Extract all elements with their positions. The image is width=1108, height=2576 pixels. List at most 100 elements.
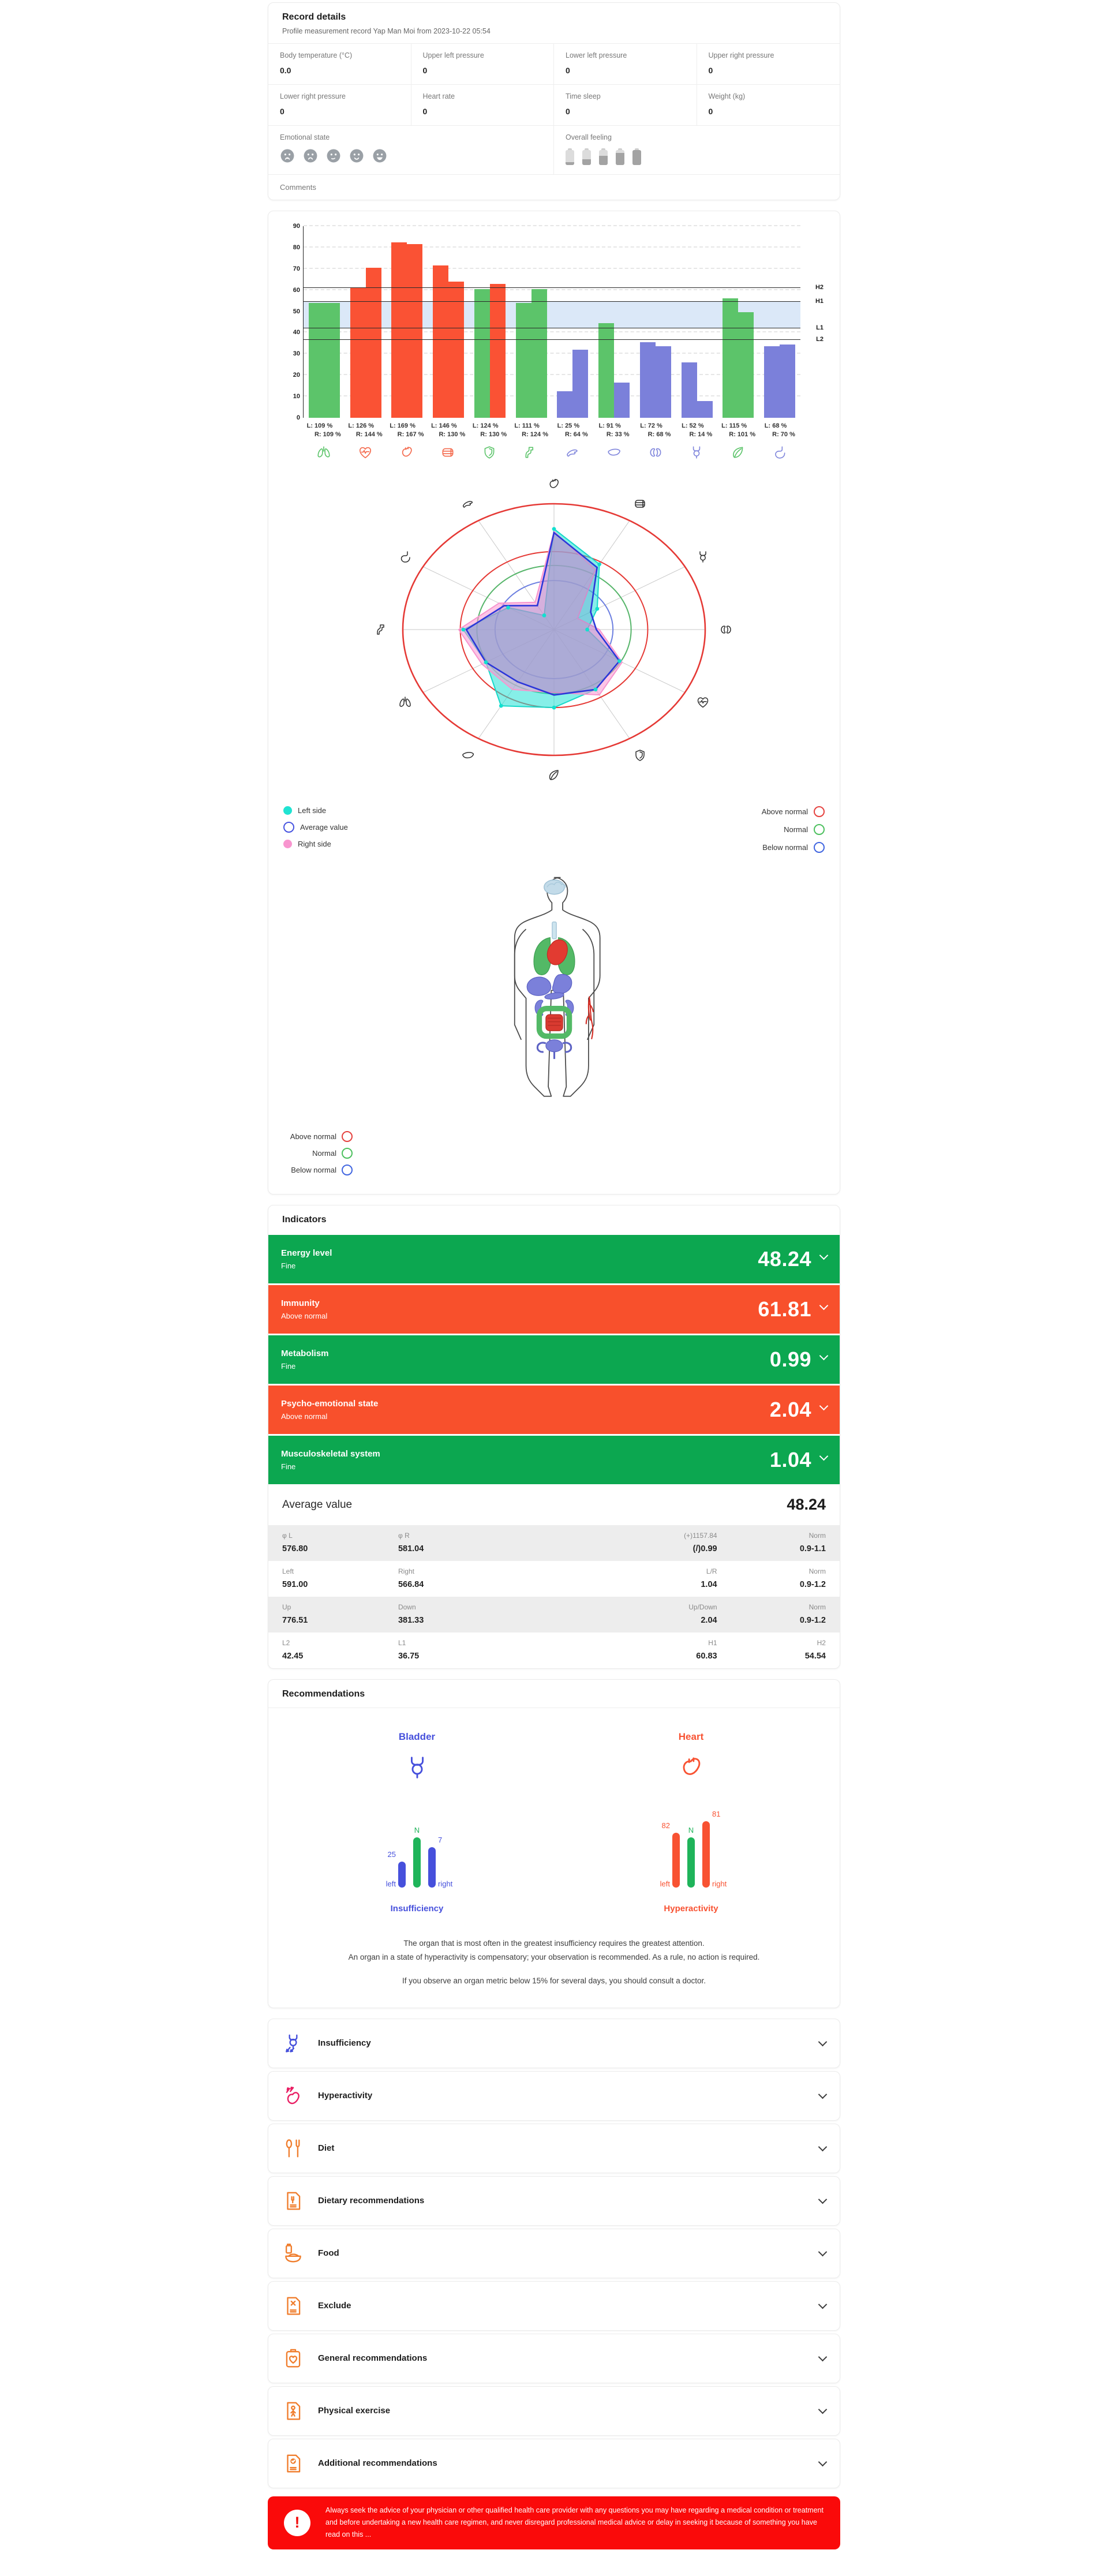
chevron-down-icon[interactable]: [818, 2458, 828, 2467]
accordion-insufficiency[interactable]: Insufficiency: [268, 2018, 840, 2068]
indicators-title: Indicators: [282, 1215, 327, 1225]
gridline: [304, 353, 800, 354]
chevron-down-icon[interactable]: [818, 2143, 828, 2152]
organ-icon-wrap: [404, 1754, 431, 1784]
right-label: right: [712, 1879, 727, 1888]
right-bar: [448, 281, 465, 418]
bar-group-label: L: 146 % R: 130 %: [427, 422, 469, 460]
accordion-general-recommendations[interactable]: General recommendations: [268, 2333, 840, 2383]
y-axis-tick: 20: [293, 372, 300, 379]
accordion-diet[interactable]: Diet: [268, 2123, 840, 2173]
left-bar: [681, 362, 697, 418]
chevron-down-icon[interactable]: [818, 2090, 828, 2099]
indicator-value: 2.04: [769, 1398, 811, 1421]
field-label: Upper right pressure: [708, 51, 774, 59]
organ-icon-cell: [552, 445, 593, 460]
bar-group-label: L: 25 % R: 64 %: [552, 422, 593, 460]
chevron-down-icon[interactable]: [818, 2038, 828, 2047]
field-label: Time sleep: [566, 92, 601, 100]
heart-icon: [399, 445, 414, 460]
threshold-label-L2: L2: [816, 336, 823, 343]
organ-icon-cell: [593, 445, 635, 460]
stats-value: 36.75: [398, 1652, 420, 1661]
organ-icon-cell: [303, 445, 345, 460]
battery-icon[interactable]: [599, 148, 608, 165]
organ-icon-cell: [427, 445, 469, 460]
smile-face-icon[interactable]: [349, 148, 364, 163]
stats-cell: Up 776.51: [282, 1603, 398, 1625]
chevron-down-icon[interactable]: [819, 1351, 829, 1360]
right-bar: [572, 349, 589, 418]
emotional-state-cell: Emotional state: [268, 126, 554, 174]
indicator-row-musculoskeletal-system: Musculoskeletal system Fine 1.04: [268, 1436, 840, 1484]
body-large-intestine: [536, 1005, 572, 1039]
battery-icon[interactable]: [616, 148, 624, 165]
normal-band: [304, 301, 800, 329]
legend-item-below-normal: Below normal: [762, 842, 825, 853]
intestine-icon: [440, 445, 455, 460]
accordion-dietary-recommendations[interactable]: Dietary recommendations: [268, 2176, 840, 2226]
sad-face-icon[interactable]: [303, 148, 318, 163]
stats-cell: Up/Down 2.04: [551, 1603, 717, 1625]
indicator-row-psycho-emotional-state: Psycho-emotional state Above normal 2.04: [268, 1386, 840, 1434]
legend-item-left-side: Left side: [283, 806, 348, 815]
chevron-down-icon[interactable]: [818, 2300, 828, 2309]
left-percent-label: L: 111 %: [514, 422, 540, 429]
battery-icon[interactable]: [582, 148, 591, 165]
outline-circle: [342, 1165, 353, 1175]
right-bar: [738, 312, 754, 418]
organ-icon-cell: [676, 445, 717, 460]
chevron-down-icon[interactable]: [819, 1301, 829, 1310]
right-percent-label: R: 33 %: [606, 431, 630, 438]
indicator-text: Energy level Fine: [281, 1248, 332, 1270]
wry-face-icon[interactable]: [326, 148, 341, 163]
record-field: Upper right pressure 0: [697, 44, 840, 85]
left-percent-label: L: 115 %: [721, 422, 747, 429]
indicator-text: Musculoskeletal system Fine: [281, 1449, 380, 1471]
indicator-rows: Energy level Fine 48.24 Immunity Above norma…: [268, 1235, 840, 1484]
y-axis-tick: 10: [293, 393, 300, 400]
field-value: 0: [566, 107, 570, 116]
chevron-down-icon[interactable]: [819, 1250, 829, 1260]
stats-cell: Norm 0.9-1.2: [717, 1603, 826, 1625]
overall-feeling-icons: [566, 148, 828, 165]
comments-label[interactable]: Comments: [268, 174, 840, 200]
chevron-down-icon[interactable]: [819, 1451, 829, 1461]
chevron-down-icon[interactable]: [819, 1401, 829, 1410]
stats-label: Right: [398, 1567, 414, 1575]
accordion-additional-recommendations[interactable]: Additional recommendations: [268, 2438, 840, 2488]
left-percent-label: L: 124 %: [472, 422, 499, 429]
stats-value: 591.00: [282, 1580, 308, 1589]
happy-face-icon[interactable]: [372, 148, 387, 163]
chevron-down-icon[interactable]: [818, 2405, 828, 2414]
stats-cell: L/R 1.04: [551, 1567, 717, 1589]
bar-group-label: L: 91 % R: 33 %: [593, 422, 635, 460]
battery-icon[interactable]: [632, 148, 641, 165]
accordion-hyperactivity[interactable]: Hyperactivity: [268, 2070, 840, 2121]
legend-label: Normal: [784, 825, 808, 834]
indicator-right: 48.24: [758, 1247, 829, 1271]
liver-icon: [461, 748, 475, 762]
field-value: 0.0: [280, 66, 291, 75]
battery-icon[interactable]: [566, 148, 574, 165]
indicator-value: 0.99: [769, 1347, 811, 1371]
accordion-exclude[interactable]: Exclude: [268, 2281, 840, 2331]
accordion-food[interactable]: Food: [268, 2228, 840, 2278]
page: Record details Profile measurement recor…: [268, 0, 840, 2576]
pancreas-icon: [565, 445, 580, 460]
right-percent-label: R: 64 %: [565, 431, 588, 438]
shield-icon: [633, 748, 647, 762]
chevron-down-icon[interactable]: [818, 2353, 828, 2362]
organ-recommendations: Bladder 25 left N 7 right Insufficiency Heart 82…: [268, 1708, 840, 1919]
chevron-down-icon[interactable]: [818, 2248, 828, 2257]
leaf-icon: [731, 445, 746, 460]
lungs-icon: [316, 445, 331, 460]
accordion-physical-exercise[interactable]: Physical exercise: [268, 2386, 840, 2436]
accordion-label: Dietary recommendations: [318, 2196, 425, 2206]
recommendations-title: Recommendations: [282, 1689, 365, 1699]
accordion-label: Physical exercise: [318, 2406, 391, 2416]
very-sad-face-icon[interactable]: [280, 148, 295, 163]
organ-block-bladder: Bladder 25 left N 7 right Insufficiency: [280, 1731, 554, 1914]
chevron-down-icon[interactable]: [818, 2195, 828, 2204]
bar-group-label: L: 124 % R: 130 %: [469, 422, 510, 460]
